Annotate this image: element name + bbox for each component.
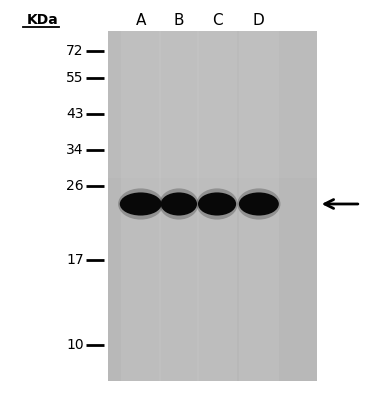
Text: 55: 55 <box>66 72 84 86</box>
Ellipse shape <box>118 188 163 220</box>
Text: 26: 26 <box>66 179 84 193</box>
Text: C: C <box>212 13 222 28</box>
Bar <box>108 30 317 381</box>
Text: 10: 10 <box>66 338 84 352</box>
Bar <box>239 30 279 381</box>
Ellipse shape <box>120 192 162 216</box>
Ellipse shape <box>196 188 238 220</box>
Ellipse shape <box>198 192 236 216</box>
Ellipse shape <box>161 192 197 216</box>
Ellipse shape <box>237 188 280 220</box>
Text: B: B <box>174 13 184 28</box>
Bar <box>159 30 199 381</box>
Text: 17: 17 <box>66 253 84 267</box>
Bar <box>197 30 237 381</box>
Ellipse shape <box>159 188 199 220</box>
Ellipse shape <box>239 192 279 216</box>
Text: KDa: KDa <box>27 13 58 27</box>
Text: 34: 34 <box>66 143 84 157</box>
Text: 72: 72 <box>66 44 84 58</box>
Bar <box>121 30 161 381</box>
Text: 43: 43 <box>66 107 84 121</box>
Bar <box>108 30 317 178</box>
Text: A: A <box>135 13 146 28</box>
Text: D: D <box>253 13 265 28</box>
